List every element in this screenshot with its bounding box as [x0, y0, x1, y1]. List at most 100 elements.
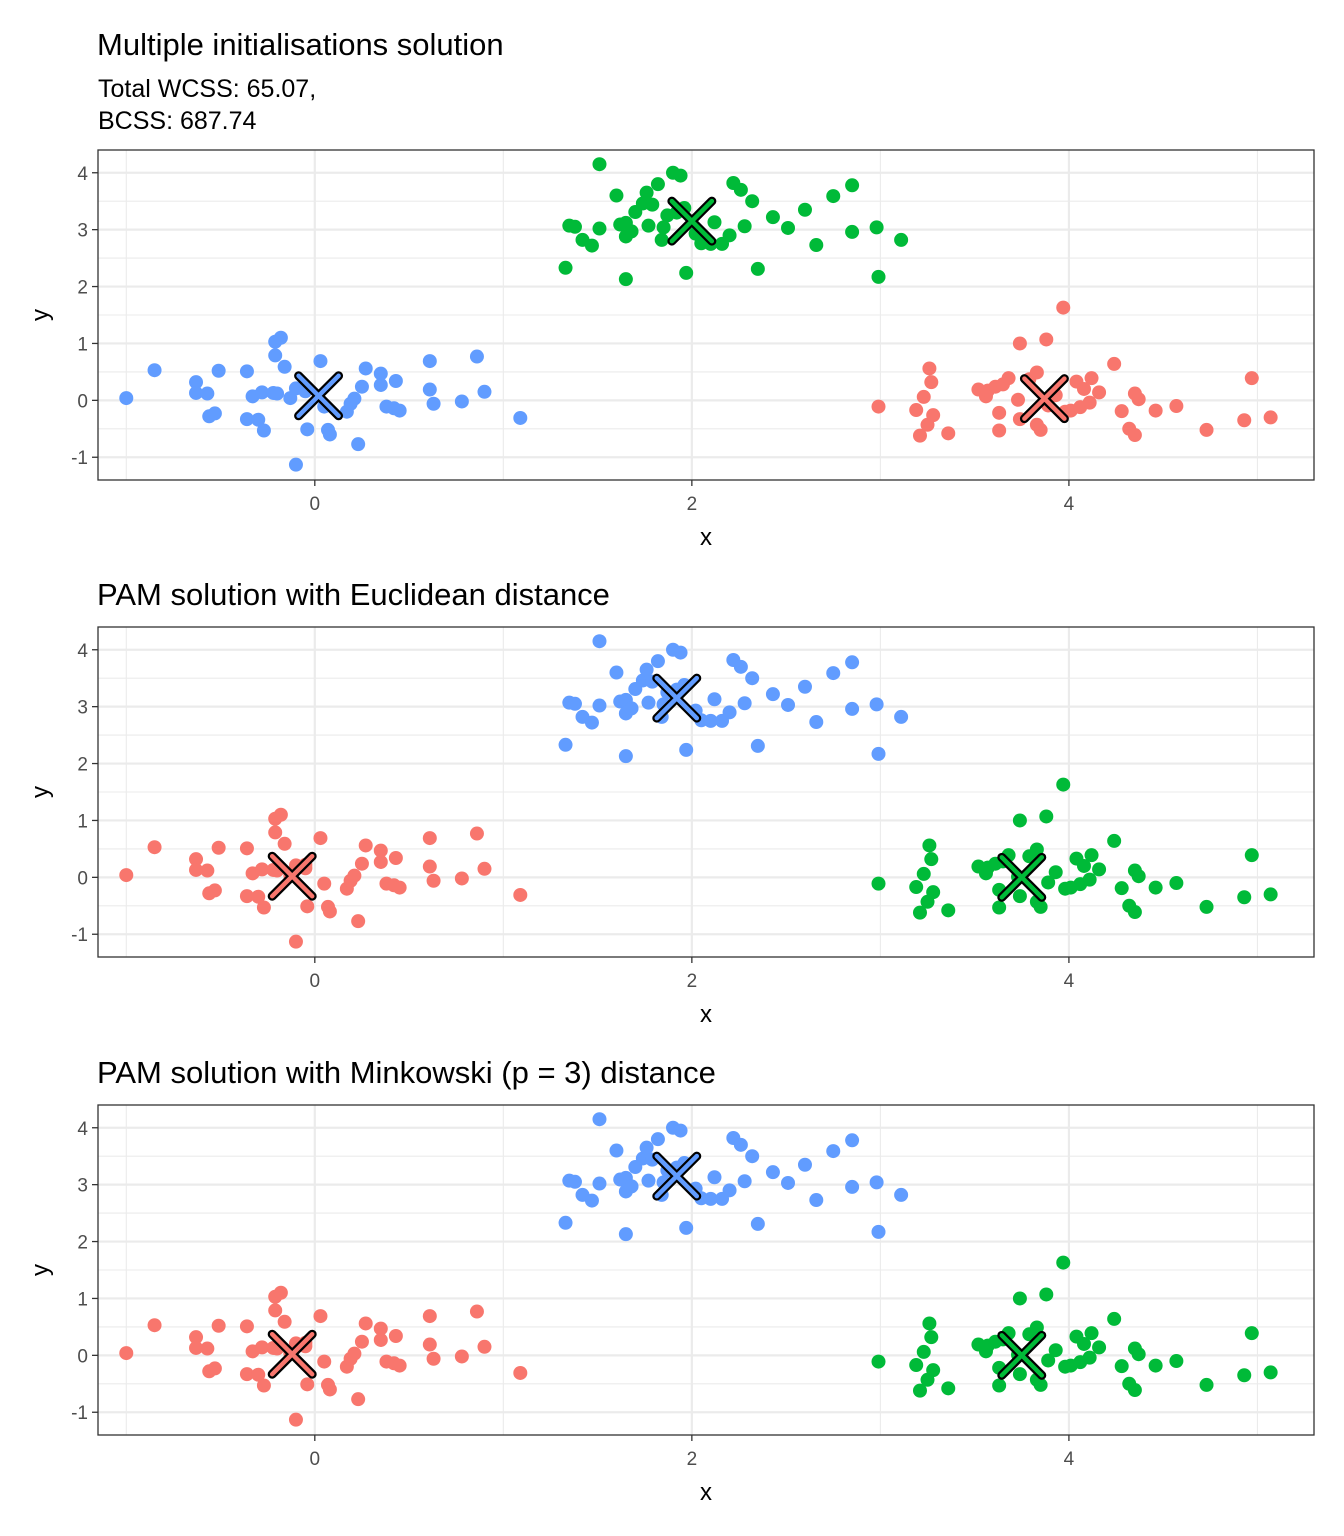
data-point-top — [781, 220, 796, 235]
data-point-left — [251, 412, 266, 427]
y-tick-label: 1 — [77, 1289, 88, 1310]
data-point-top — [624, 701, 639, 716]
data-point-right — [1199, 422, 1214, 437]
data-point-left — [270, 386, 285, 401]
data-point-top — [673, 1123, 688, 1138]
x-tick-label: 2 — [687, 971, 698, 992]
data-point-top — [737, 696, 752, 711]
data-point-left — [388, 374, 403, 388]
data-point-top — [737, 219, 752, 234]
data-point-top — [845, 178, 860, 193]
data-point-left — [300, 422, 315, 437]
data-point-left — [211, 363, 226, 378]
data-point-right — [1039, 1287, 1054, 1302]
data-point-left — [388, 1329, 403, 1343]
data-point-top — [845, 655, 860, 670]
data-point-right — [1029, 365, 1044, 380]
data-point-right — [1127, 905, 1142, 920]
data-point-right — [1169, 399, 1184, 414]
data-point-left — [189, 375, 204, 390]
data-point-right — [1048, 1343, 1063, 1358]
data-point-right — [1107, 1311, 1122, 1326]
data-point-left — [358, 1316, 373, 1331]
data-point-right — [1084, 1326, 1099, 1341]
data-point-right — [1039, 332, 1054, 347]
data-point-left — [422, 1337, 437, 1352]
data-point-top — [650, 1132, 665, 1147]
data-point-top — [558, 1215, 573, 1230]
data-point-right — [926, 1363, 941, 1378]
data-point-left — [373, 1332, 388, 1347]
data-point-left — [422, 382, 437, 397]
data-point-top — [618, 272, 633, 287]
data-point-right — [1169, 1354, 1184, 1369]
data-point-left — [477, 384, 492, 399]
data-point-left — [373, 854, 388, 869]
chart-title: PAM solution with Minkowski (p = 3) dist… — [97, 1055, 716, 1090]
data-point-right — [1114, 404, 1129, 419]
data-point-right — [1237, 413, 1252, 428]
data-point-right — [1076, 381, 1091, 396]
data-point-left — [239, 841, 254, 856]
data-point-left — [288, 457, 303, 472]
data-point-right — [1084, 371, 1099, 386]
data-point-right — [1114, 1359, 1129, 1374]
data-point-left — [373, 377, 388, 392]
data-point-left — [147, 363, 162, 378]
data-point-right — [1199, 899, 1214, 914]
data-point-left — [119, 1346, 134, 1361]
data-point-right — [992, 405, 1007, 420]
panel-border — [97, 1104, 1315, 1436]
data-point-top — [645, 197, 660, 212]
data-point-left — [273, 807, 288, 822]
cluster-center-left — [294, 371, 344, 421]
data-point-left — [277, 359, 292, 374]
data-point-right — [1127, 1383, 1142, 1398]
data-point-right — [1056, 777, 1071, 792]
data-point-top — [707, 215, 722, 230]
data-point-top — [894, 709, 909, 724]
data-point-left — [317, 876, 332, 891]
chart-subtitle-line: BCSS: 687.74 — [98, 107, 257, 135]
data-point-right — [1082, 395, 1097, 410]
data-point-right — [1148, 1358, 1163, 1373]
data-point-top — [609, 188, 624, 203]
data-point-top — [679, 1220, 694, 1235]
data-point-top — [703, 713, 718, 728]
x-tick-label: 2 — [687, 494, 698, 515]
data-point-right — [1107, 356, 1122, 371]
data-point-top — [869, 220, 884, 235]
data-point-left — [392, 1358, 407, 1373]
data-point-right — [1244, 1326, 1259, 1341]
data-point-left — [189, 385, 204, 400]
data-point-right — [1033, 422, 1048, 437]
data-point-right — [941, 903, 956, 918]
data-point-left — [207, 406, 222, 421]
data-point-right — [1148, 880, 1163, 895]
data-point-top — [609, 1143, 624, 1158]
data-point-right — [1033, 899, 1048, 914]
data-point-right — [924, 375, 939, 390]
data-point-left — [426, 873, 441, 888]
data-point-top — [750, 1216, 765, 1231]
y-tick-label: 3 — [77, 1176, 88, 1197]
data-point-left — [354, 1334, 369, 1349]
data-point-left — [273, 1285, 288, 1300]
data-point-top — [654, 232, 669, 247]
data-point-top — [737, 1174, 752, 1189]
data-point-right — [1114, 881, 1129, 896]
data-point-top — [797, 1157, 812, 1172]
data-point-left — [347, 1346, 362, 1361]
data-point-right — [1263, 1365, 1278, 1380]
data-point-top — [871, 746, 886, 761]
data-point-top — [679, 742, 694, 757]
data-point-left — [469, 1304, 484, 1319]
data-point-top — [722, 1183, 737, 1198]
data-point-left — [239, 1319, 254, 1334]
data-point-top — [745, 194, 760, 209]
y-tick-label: 4 — [77, 641, 88, 662]
data-point-top — [639, 662, 654, 677]
data-point-left — [454, 394, 469, 409]
data-point-right — [941, 426, 956, 441]
data-point-right — [1131, 392, 1146, 407]
